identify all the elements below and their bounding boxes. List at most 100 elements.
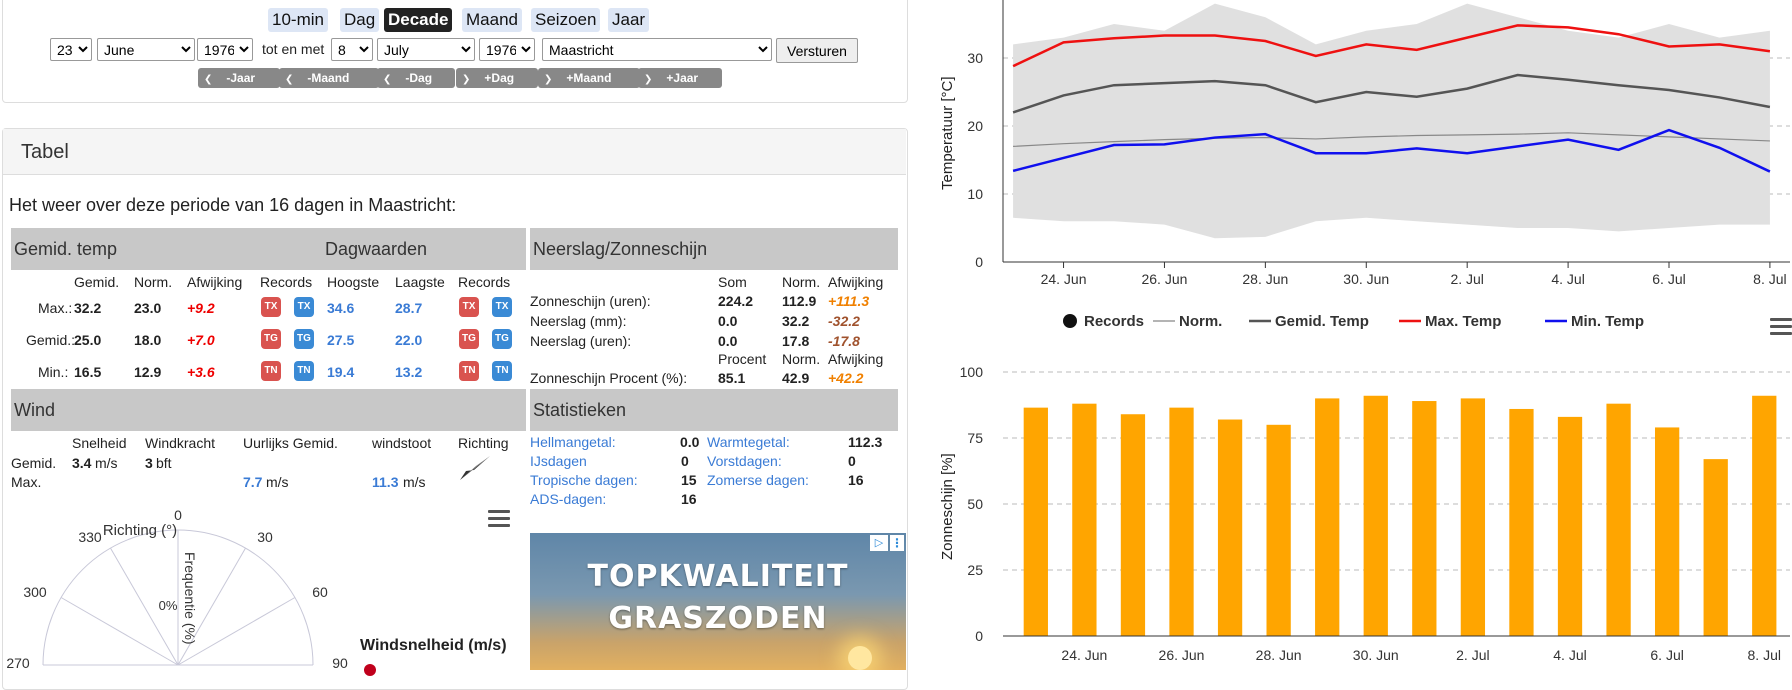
y-tick-label: 0 <box>975 628 983 644</box>
wind-unit: m/s <box>403 474 426 490</box>
nav-button-jaar-plus[interactable]: ❯ +Jaar <box>638 68 722 88</box>
station-select[interactable]: Maastricht <box>542 38 772 61</box>
temp-deviation-value: +3.6 <box>187 364 215 380</box>
tab-jaar[interactable]: Jaar <box>608 8 650 32</box>
to-month-select[interactable]: July <box>377 38 475 61</box>
nav-button-jaar-minus[interactable]: ❮ -Jaar <box>198 68 280 88</box>
nav-button-dag-plus[interactable]: ❯ +Dag <box>456 68 538 88</box>
tab-maand[interactable]: Maand <box>462 8 522 32</box>
to-year-select[interactable]: 1976 <box>479 38 535 61</box>
temp-lowest-value: 28.7 <box>395 300 423 316</box>
y-tick-label: 50 <box>967 496 983 512</box>
neerslag-sum-value: 0.0 <box>718 313 738 329</box>
wind-col-header: Uurlijks Gemid. <box>243 435 338 451</box>
tab-decade[interactable]: Decade <box>384 8 453 32</box>
sunshine-bar[interactable] <box>1412 401 1437 636</box>
record-badge[interactable]: TG <box>261 329 281 349</box>
sunshine-bar[interactable] <box>1169 407 1194 636</box>
legend-label[interactable]: Min. Temp <box>1571 313 1644 330</box>
wind-unit: m/s <box>266 474 289 490</box>
wind-col-header: Snelheid <box>72 435 127 451</box>
temp-norm-value: 18.0 <box>134 332 162 348</box>
wind-col-header: windstoot <box>372 435 432 451</box>
sunshine-bar[interactable] <box>1460 398 1486 636</box>
wind-direction-arrow-icon <box>460 456 490 480</box>
record-badge[interactable]: TN <box>294 361 314 381</box>
sunshine-bar[interactable] <box>1120 414 1146 636</box>
x-tick-label: 8. Jul <box>1753 271 1786 287</box>
nav-button-maand-minus[interactable]: ❮ -Maand <box>279 68 379 88</box>
tab-dag[interactable]: Dag <box>340 8 380 32</box>
record-badge[interactable]: TX <box>294 297 314 317</box>
record-badge[interactable]: TN <box>492 361 512 381</box>
legend-label[interactable]: Max. Temp <box>1425 313 1501 330</box>
sunshine-bar[interactable] <box>1023 407 1048 636</box>
sunshine-bar[interactable] <box>1315 398 1340 636</box>
record-badge[interactable]: TX <box>492 297 512 317</box>
record-badge[interactable]: TG <box>459 329 479 349</box>
sunshine-bar[interactable] <box>1752 395 1777 636</box>
sunshine-bar[interactable] <box>1654 427 1680 636</box>
temp-col-header: Laagste <box>395 274 445 290</box>
ad-adchoices-icon[interactable]: ▷ <box>870 535 888 551</box>
record-badge[interactable]: TN <box>261 361 281 381</box>
from-day-select[interactable]: 23 <box>50 38 92 61</box>
legend-records-marker[interactable] <box>1063 314 1077 328</box>
temp-norm-value: 23.0 <box>134 300 162 316</box>
stat-label: IJsdagen <box>530 453 587 469</box>
ad-more-icon[interactable]: ⋮ <box>890 535 904 551</box>
x-tick-label: 30. Jun <box>1353 647 1399 663</box>
nav-button-label: -Jaar <box>226 71 256 85</box>
sunshine-bar[interactable] <box>1703 459 1728 636</box>
tab-seizoen[interactable]: Seizoen <box>531 8 601 32</box>
stat-label: Tropische dagen: <box>530 472 638 488</box>
windrose-legend-title: Windsnelheid (m/s) <box>360 637 507 654</box>
tab-10-min[interactable]: 10-min <box>268 8 328 32</box>
record-badge[interactable]: TX <box>261 297 281 317</box>
x-tick-label: 4. Jul <box>1553 647 1586 663</box>
from-month-select[interactable]: June <box>97 38 195 61</box>
neerslag-col-header: Procent <box>718 351 767 367</box>
record-badge[interactable]: TX <box>459 297 479 317</box>
to-day-select[interactable]: 8 <box>331 38 373 61</box>
legend-label[interactable]: Records <box>1084 313 1144 330</box>
temp-lowest-value: 22.0 <box>395 332 423 348</box>
sunshine-bar[interactable] <box>1266 424 1291 636</box>
neerslag-col-header: Norm. <box>782 274 821 290</box>
nav-button-maand-plus[interactable]: ❯ +Maand <box>538 68 640 88</box>
sunshine-chart: 0 25 50 75 100 24. Jun 26. Jun 28. Jun 30. Jun 2.… <box>939 364 1790 663</box>
nav-button-dag-minus[interactable]: ❮ -Dag <box>377 68 455 88</box>
chevron-right-icon: ❯ <box>544 74 553 85</box>
sunshine-bar[interactable] <box>1363 395 1388 636</box>
temp-col-header: Norm. <box>134 274 173 290</box>
x-tick-label: 2. Jul <box>1456 647 1489 663</box>
neerslag-col-header: Norm. <box>782 351 821 367</box>
temp-row-label: Max.: <box>38 300 73 316</box>
sunshine-bar[interactable] <box>1606 403 1631 636</box>
temp-col-header: Records <box>458 274 511 290</box>
record-badge[interactable]: TG <box>492 329 512 349</box>
stat-label: Hellmangetal: <box>530 434 616 450</box>
record-badge[interactable]: TG <box>294 329 314 349</box>
temp-col-header: Afwijking <box>187 274 243 290</box>
advertisement-banner[interactable]: TOPKWALITEIT GRASZODEN ▷ ⋮ <box>530 533 906 670</box>
submit-button[interactable]: Versturen <box>776 38 858 63</box>
neerslag-deviation-value: -32.2 <box>828 313 860 329</box>
temp-row-label: Min.: <box>38 364 69 380</box>
neerslag-deviation-value: -17.8 <box>828 333 860 349</box>
neerslag-header: Neerslag/Zonneschijn <box>533 239 708 259</box>
sunshine-bar[interactable] <box>1557 416 1583 636</box>
windrose-menu-icon[interactable] <box>488 510 510 528</box>
sunshine-bar[interactable] <box>1509 408 1534 636</box>
sunshine-bar[interactable] <box>1072 403 1097 636</box>
record-badge[interactable]: TN <box>459 361 479 381</box>
legend-label[interactable]: Gemid. Temp <box>1275 313 1369 330</box>
temp-avg-value: 16.5 <box>74 364 102 380</box>
legend-label[interactable]: Norm. <box>1179 313 1222 330</box>
temp-highest-value: 34.6 <box>327 300 355 316</box>
temperature-chart-menu-icon[interactable] <box>1770 318 1792 336</box>
neerslag-sum-value: 0.0 <box>718 333 738 349</box>
from-year-select[interactable]: 1976 <box>197 38 253 61</box>
wind-rose-chart: 0 30 60 90 300 330 270 Richting (°) 0% Frequentie… <box>6 507 348 670</box>
sunshine-bar[interactable] <box>1217 419 1243 636</box>
